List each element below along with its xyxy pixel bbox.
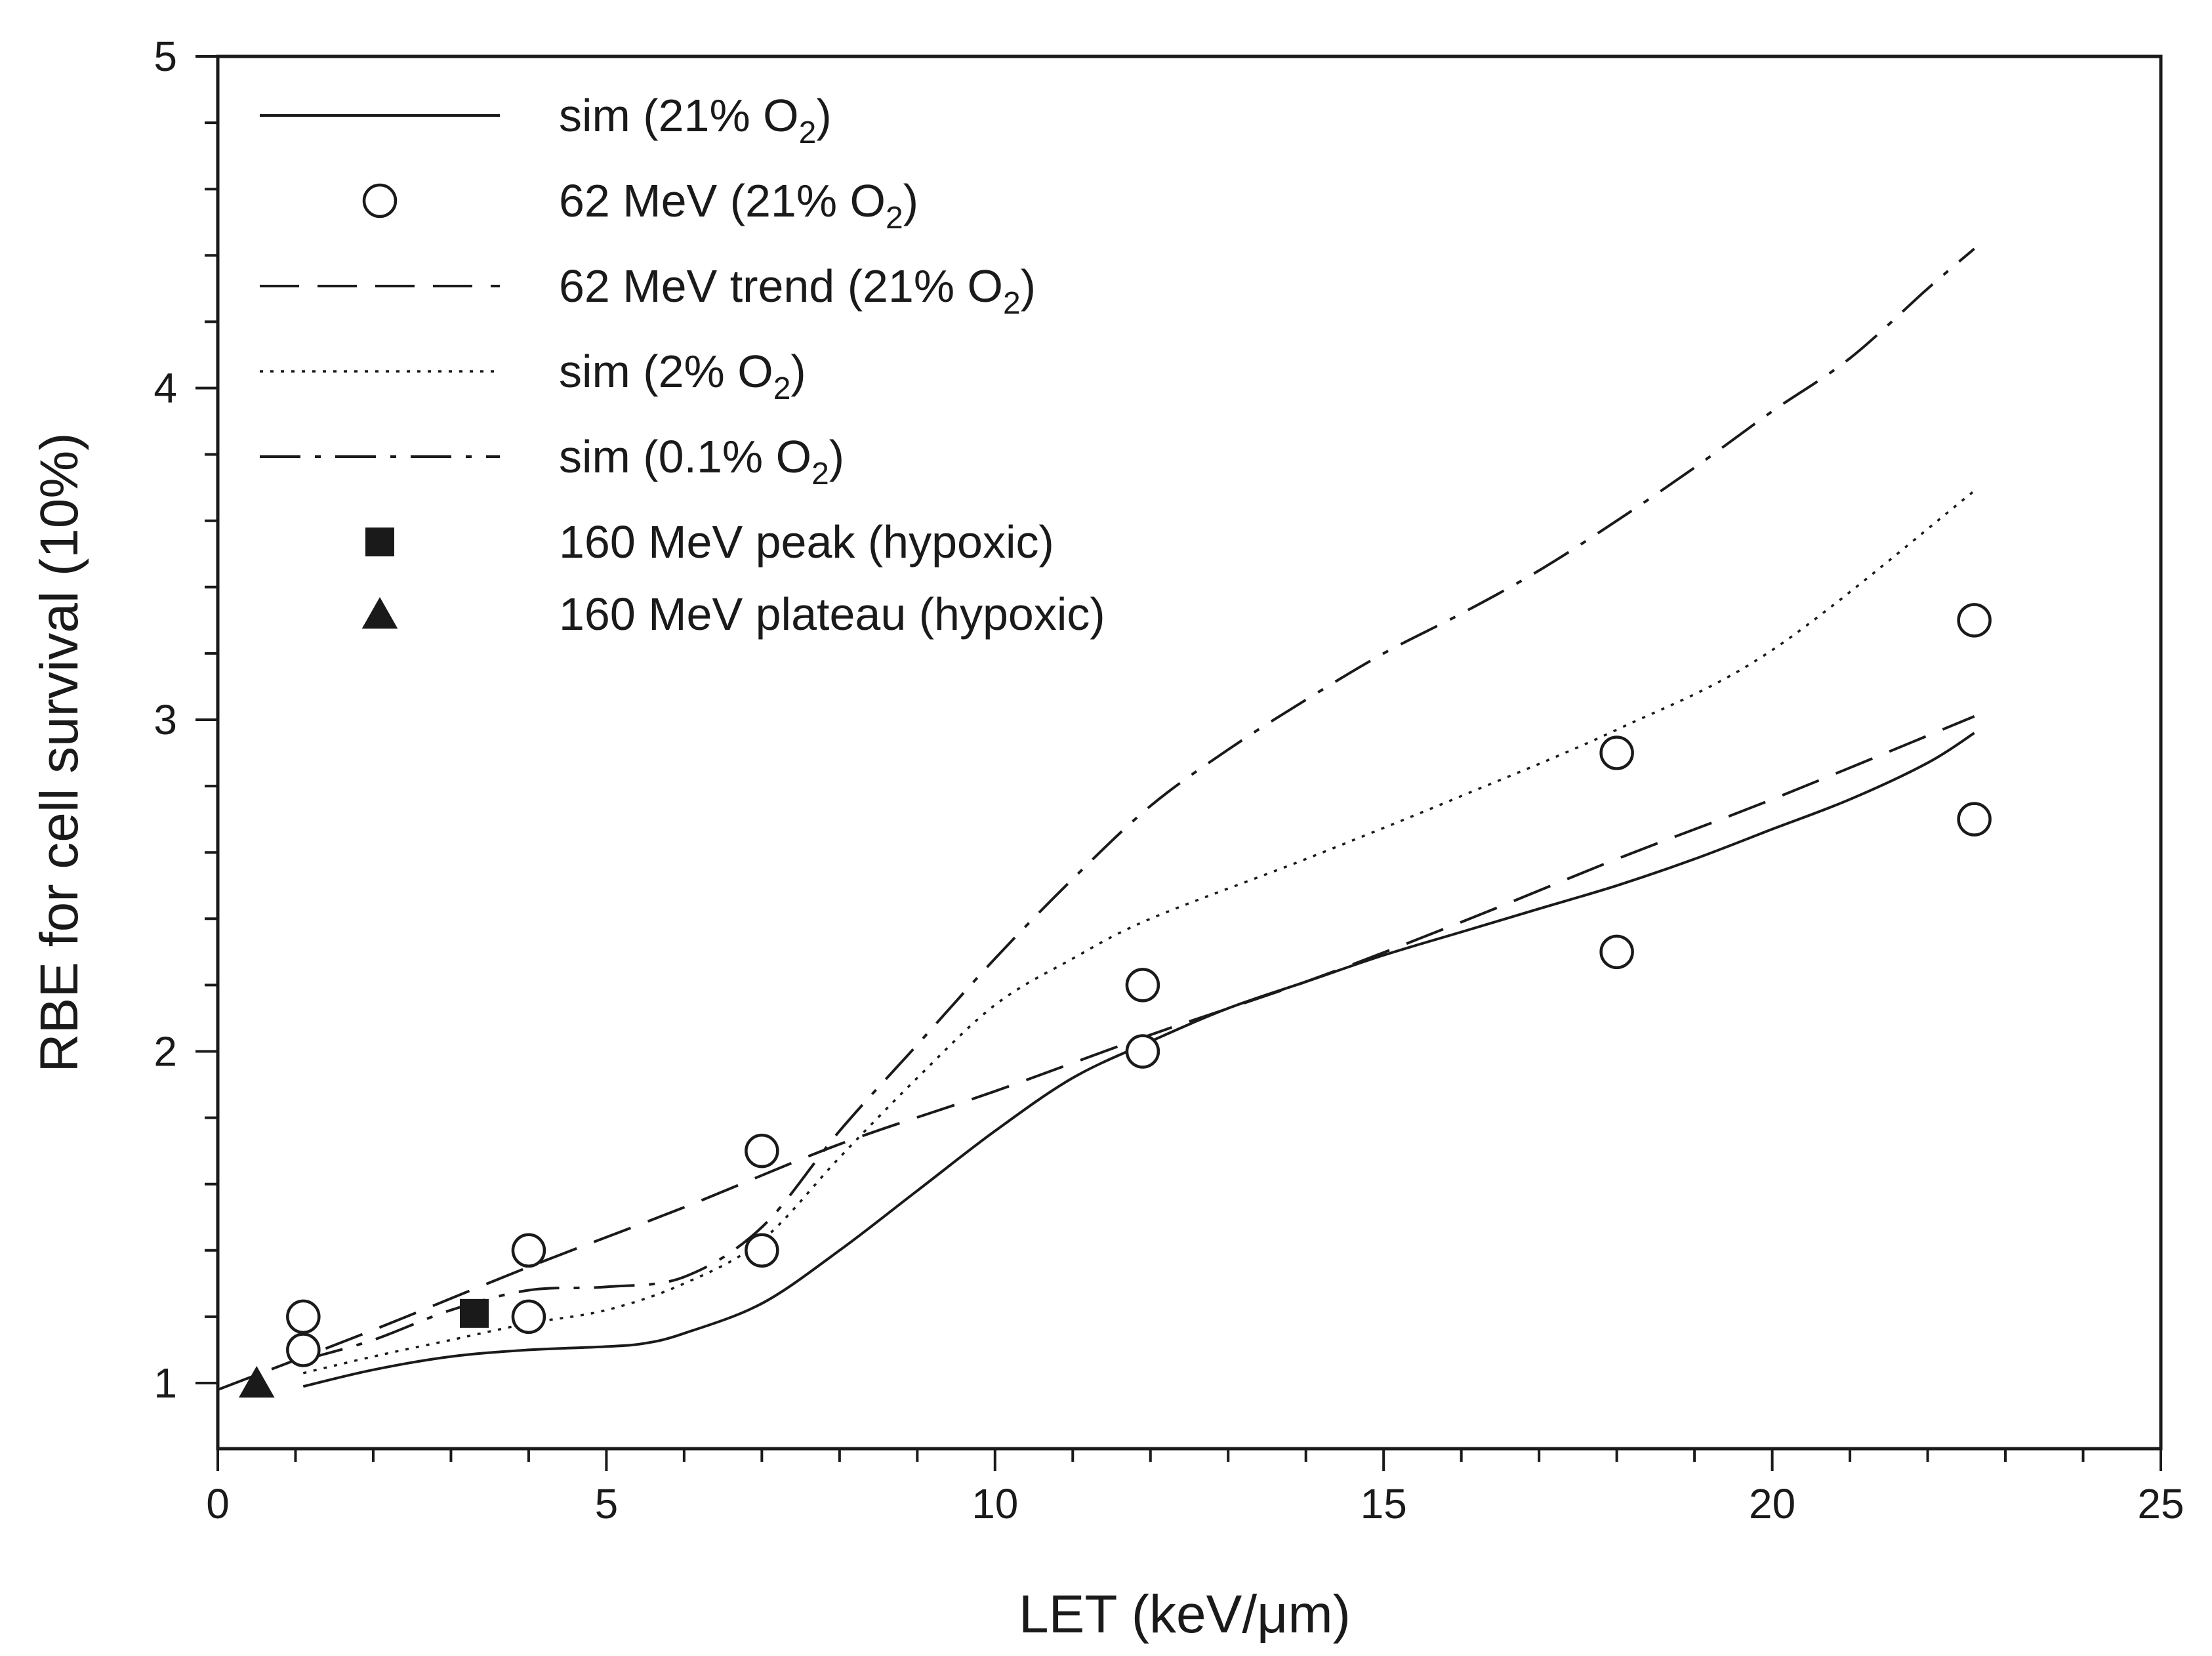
legend-label-text: sim (0.1% O [559, 431, 811, 482]
data-point-data_62MeV [1599, 934, 1634, 970]
data-point-data_62MeV [745, 1133, 779, 1169]
legend-label-subscript: 2 [886, 201, 903, 236]
legend-label-sim_01: sim (0.1% O2) [559, 431, 844, 491]
legend-label-text: 160 MeV peak (hypoxic) [559, 516, 1054, 568]
data-point-data_62MeV [286, 1299, 321, 1335]
legend-label-text: 62 MeV trend (21% O [559, 260, 1003, 312]
legend-label-text: sim (2% O [559, 346, 773, 397]
legend-label-sim_2: sim (2% O2) [559, 346, 806, 406]
series-line-sim_01 [302, 247, 1975, 1361]
y-tick-label: 4 [154, 365, 177, 412]
legend-label-sim_21: sim (21% O2) [559, 90, 832, 150]
x-tick-label: 5 [595, 1480, 619, 1527]
x-tick-label: 10 [972, 1480, 1018, 1527]
y-tick-label: 2 [154, 1028, 177, 1075]
data-point-data_62MeV [1957, 802, 1992, 837]
legend-label-subscript: 2 [773, 371, 791, 406]
ticks-layer: 0 5 10 15 20 25 1 2 3 4 5 [154, 33, 2184, 1527]
data-point-peak_160MeV [459, 1298, 489, 1328]
x-axis-title: LET (keV/μm) [1019, 1584, 1351, 1644]
legend-label-trend_62MeV: 62 MeV trend (21% O2) [559, 260, 1036, 321]
data-point-data_62MeV [286, 1333, 321, 1367]
series-line-trend_62MeV [217, 715, 1975, 1391]
legend-label-text: 160 MeV plateau (hypoxic) [559, 589, 1105, 640]
legend-label-text: sim (21% O [559, 90, 799, 141]
y-tick-label: 5 [154, 33, 177, 80]
data-point-data_62MeV [1125, 1034, 1160, 1069]
legend-swatch-data_62MeV [362, 183, 398, 218]
legend-label-text: 62 MeV (21% O [559, 175, 886, 226]
data-point-data_62MeV [1599, 735, 1634, 770]
legend-label-subscript: 2 [811, 457, 829, 491]
legend-label-data_62MeV: 62 MeV (21% O2) [559, 175, 918, 236]
x-tick-label: 25 [2137, 1480, 2184, 1527]
x-tick-label: 20 [1749, 1480, 1795, 1527]
legend: sim (21% O2)62 MeV (21% O2)62 MeV trend … [260, 90, 1105, 640]
legend-label-suffix: ) [816, 90, 831, 141]
legend-label-subscript: 2 [1003, 286, 1021, 321]
legend-swatch-peak_160MeV [365, 528, 394, 556]
data-point-data_62MeV [511, 1299, 546, 1335]
y-tick-label: 3 [154, 696, 177, 743]
legend-label-plateau_160MeV: 160 MeV plateau (hypoxic) [559, 589, 1105, 640]
y-axis-title: RBE for cell survival (10%) [30, 432, 89, 1072]
data-point-data_62MeV [511, 1233, 546, 1268]
legend-label-suffix: ) [790, 346, 806, 397]
legend-label-suffix: ) [829, 431, 844, 482]
legend-label-suffix: ) [1021, 260, 1036, 312]
x-tick-label: 15 [1361, 1480, 1407, 1527]
y-tick-label: 1 [154, 1359, 177, 1407]
plot-frame [216, 54, 2163, 1451]
legend-label-peak_160MeV: 160 MeV peak (hypoxic) [559, 516, 1054, 568]
data-point-plateau_160MeV [238, 1366, 275, 1398]
series-layer [217, 247, 1992, 1398]
legend-label-suffix: ) [903, 175, 918, 226]
data-point-data_62MeV [1125, 968, 1160, 1003]
data-point-data_62MeV [1957, 603, 1992, 638]
legend-label-subscript: 2 [799, 115, 817, 150]
x-tick-label: 0 [206, 1480, 230, 1527]
legend-swatch-plateau_160MeV [361, 597, 398, 629]
data-point-data_62MeV [745, 1233, 779, 1268]
